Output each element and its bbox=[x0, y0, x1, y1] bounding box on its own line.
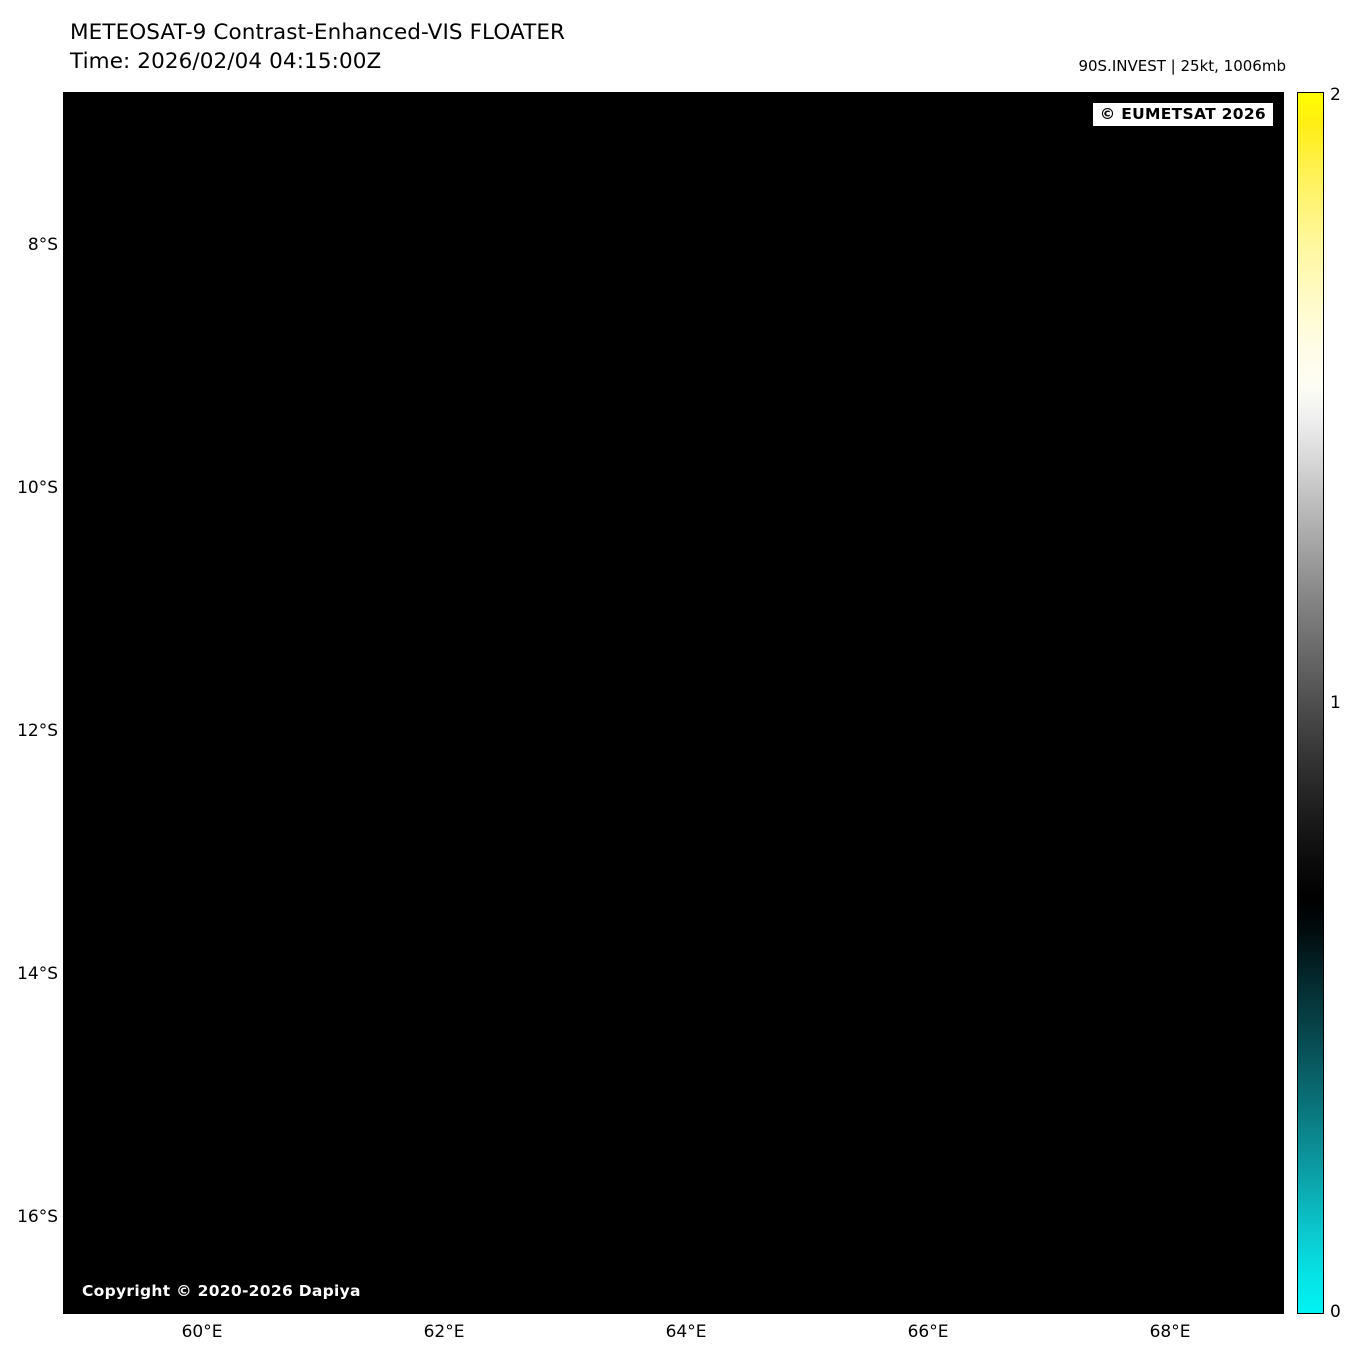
colorbar-tick-label-2: 2 bbox=[1330, 85, 1341, 105]
x-tick-label-3: 66°E bbox=[907, 1322, 949, 1342]
satellite-image-plot[interactable]: © EUMETSAT 2026 Copyright © 2020-2026 Da… bbox=[63, 92, 1284, 1314]
dapiya-copyright-watermark: Copyright © 2020-2026 Dapiya bbox=[73, 1279, 370, 1304]
x-tick-label-0: 60°E bbox=[181, 1322, 223, 1342]
storm-status-label: 90S.INVEST | 25kt, 1006mb bbox=[1078, 57, 1286, 75]
eumetsat-credit-watermark: © EUMETSAT 2026 bbox=[1092, 103, 1273, 126]
x-tick-label-2: 64°E bbox=[665, 1322, 707, 1342]
y-tick-label-1: 10°S bbox=[17, 478, 58, 498]
y-tick-label-2: 12°S bbox=[17, 721, 58, 741]
timestamp-label: Time: 2026/02/04 04:15:00Z bbox=[70, 49, 382, 74]
y-tick-label-4: 16°S bbox=[17, 1207, 58, 1227]
satellite-imagery-canvas bbox=[64, 93, 1283, 1313]
colorbar-tick-label-0: 0 bbox=[1330, 1302, 1341, 1322]
x-tick-label-4: 68°E bbox=[1149, 1322, 1191, 1342]
colorbar-tick-label-1: 1 bbox=[1330, 693, 1341, 713]
y-tick-label-3: 14°S bbox=[17, 964, 58, 984]
colorbar-gradient bbox=[1297, 92, 1324, 1314]
y-tick-label-0: 8°S bbox=[27, 235, 58, 255]
page-title: METEOSAT-9 Contrast-Enhanced-VIS FLOATER bbox=[70, 20, 566, 45]
x-tick-label-1: 62°E bbox=[423, 1322, 465, 1342]
colorbar: 0 1 2 bbox=[1297, 85, 1341, 1322]
header-block: METEOSAT-9 Contrast-Enhanced-VIS FLOATER… bbox=[70, 18, 970, 76]
